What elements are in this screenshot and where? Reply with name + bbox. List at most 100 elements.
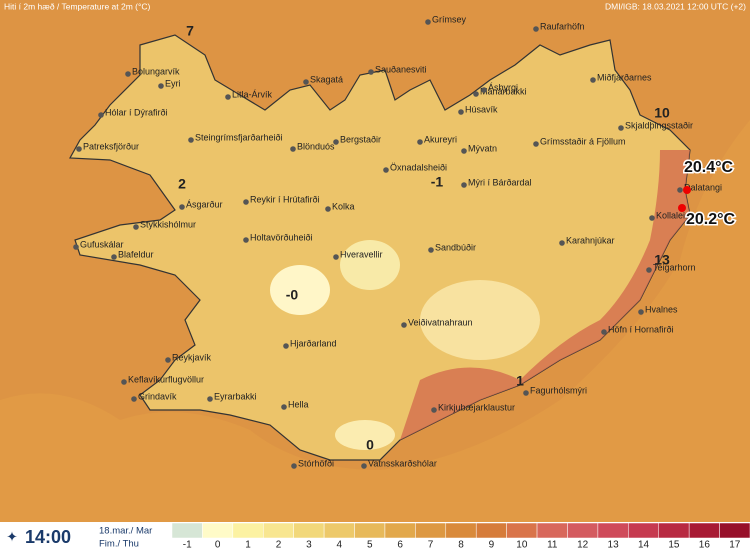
legend-tick: 12 xyxy=(577,540,589,551)
place-label: Dalatangi xyxy=(684,182,722,192)
legend-tick: 3 xyxy=(306,540,312,551)
legend-swatch xyxy=(384,522,416,539)
place-label: Skagatá xyxy=(310,74,343,84)
place-dot xyxy=(677,187,683,193)
source: DMI/IGB: 18.03.2021 12:00 UTC (+2) xyxy=(605,1,746,11)
title: Hiti í 2m hæð / Temperature at 2m (°C) xyxy=(4,1,151,11)
place-label: Mýri í Bárðardal xyxy=(468,177,532,187)
place-label: Kolka xyxy=(332,201,355,211)
place-label: Hella xyxy=(288,399,309,409)
legend-swatch xyxy=(506,522,538,539)
place-label: Eyri xyxy=(165,78,181,88)
place-label: Grindavík xyxy=(138,391,177,401)
legend-swatch xyxy=(628,522,659,539)
place-label: Akureyri xyxy=(424,134,457,144)
place-dot xyxy=(333,139,339,145)
cold-area xyxy=(270,265,330,315)
legend-tick: 15 xyxy=(668,540,680,551)
place-dot xyxy=(431,407,437,413)
place-label: Gufuskálar xyxy=(80,239,124,249)
place-dot xyxy=(646,267,652,273)
place-dot xyxy=(458,109,464,115)
place-label: Ásbyrgi xyxy=(488,82,518,92)
place-label: Hólar í Dýrafirði xyxy=(105,107,168,117)
place-dot xyxy=(76,146,82,152)
place-label: Keflavíkurflugvöllur xyxy=(128,374,204,384)
legend-day: Fim./ Thu xyxy=(99,539,139,550)
place-dot xyxy=(131,396,137,402)
glacier xyxy=(420,280,540,360)
place-dot xyxy=(121,379,127,385)
place-dot xyxy=(481,87,487,93)
place-dot xyxy=(243,237,249,243)
place-dot xyxy=(98,112,104,118)
place-label: Eyrarbakki xyxy=(214,391,257,401)
place-label: Blafeldur xyxy=(118,249,154,259)
place-label: Reykir í Hrútafirði xyxy=(250,194,320,204)
place-label: Öxnadalsheiði xyxy=(390,162,447,172)
place-dot xyxy=(618,125,624,131)
place-dot xyxy=(111,254,117,260)
place-label: Steingrímsfjarðarheiði xyxy=(195,132,283,142)
place-dot xyxy=(207,396,213,402)
place-dot xyxy=(283,343,289,349)
legend-swatch xyxy=(597,522,629,539)
place-label: Kollaleira xyxy=(656,210,693,220)
legend-swatch xyxy=(688,522,720,539)
place-label: Hjarðarland xyxy=(290,338,337,348)
place-label: Miðfjarðarnes xyxy=(597,72,652,82)
legend-date: 18.mar./ Mar xyxy=(99,526,152,537)
legend-tick: 8 xyxy=(458,540,464,551)
contour-label: 0 xyxy=(366,437,374,453)
place-label: Mánárbakki xyxy=(480,86,527,96)
place-dot xyxy=(188,137,194,143)
place-dot xyxy=(417,139,423,145)
place-dot xyxy=(428,247,434,253)
legend-tick: 9 xyxy=(489,540,495,551)
place-dot xyxy=(590,77,596,83)
place-dot xyxy=(281,404,287,410)
place-label: Bergstaðir xyxy=(340,134,381,144)
legend-tick: 13 xyxy=(608,540,620,551)
place-dot xyxy=(303,79,309,85)
legend-swatch xyxy=(263,522,294,539)
hot-spot xyxy=(678,204,686,212)
legend-tick: 7 xyxy=(428,540,434,551)
place-dot xyxy=(225,94,231,100)
place-dot xyxy=(559,240,565,246)
contour-label: 10 xyxy=(654,105,670,121)
place-dot xyxy=(125,71,131,77)
legend-swatch xyxy=(445,522,477,539)
legend-tick: 10 xyxy=(516,540,528,551)
place-label: Hveravellir xyxy=(340,249,383,259)
place-dot xyxy=(461,148,467,154)
place-label: Hvalnes xyxy=(645,304,678,314)
legend-tick: 1 xyxy=(245,540,251,551)
place-dot xyxy=(401,322,407,328)
legend-tick: 16 xyxy=(699,540,711,551)
place-dot xyxy=(165,357,171,363)
place-label: Sauðanesviti xyxy=(375,64,427,74)
place-dot xyxy=(638,309,644,315)
place-dot xyxy=(533,141,539,147)
legend-swatch xyxy=(232,522,264,539)
place-label: Patreksfjörður xyxy=(83,141,139,151)
place-dot xyxy=(425,19,431,25)
place-dot xyxy=(73,244,79,250)
place-dot xyxy=(461,182,467,188)
place-label: Höfn í Hornafirði xyxy=(608,324,674,334)
place-dot xyxy=(523,390,529,396)
legend-swatch xyxy=(171,522,203,539)
place-label: Kirkjubæjarklaustur xyxy=(438,402,515,412)
legend-tick: 5 xyxy=(367,540,373,551)
legend-swatch xyxy=(293,522,325,539)
legend-tick: 11 xyxy=(547,540,558,551)
contour-label: 2 xyxy=(178,176,186,192)
legend-swatch xyxy=(323,522,355,539)
place-dot xyxy=(601,329,607,335)
contour-label: -1 xyxy=(431,174,444,190)
place-label: Stykkishólmur xyxy=(140,219,196,229)
legend-swatch xyxy=(202,522,234,539)
place-label: Blönduós xyxy=(297,141,335,151)
contour-label: 1 xyxy=(516,373,524,389)
